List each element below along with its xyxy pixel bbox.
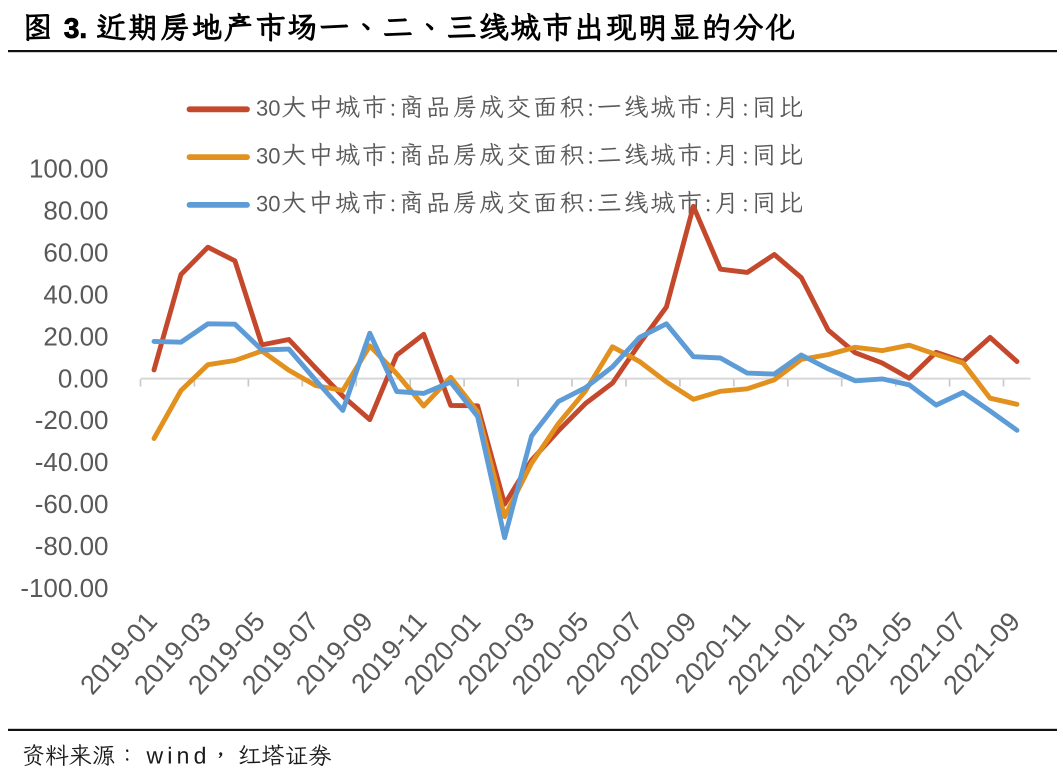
svg-text:20.00: 20.00: [43, 321, 108, 351]
svg-text:-40.00: -40.00: [35, 447, 109, 477]
svg-text:60.00: 60.00: [43, 237, 108, 267]
svg-text:40.00: 40.00: [43, 279, 108, 309]
svg-text:100.00: 100.00: [29, 154, 109, 184]
svg-text:-20.00: -20.00: [35, 405, 109, 435]
svg-text:-60.00: -60.00: [35, 489, 109, 519]
svg-text:0.00: 0.00: [58, 363, 109, 393]
svg-text:-100.00: -100.00: [20, 573, 108, 603]
svg-text:-80.00: -80.00: [35, 531, 109, 561]
svg-text:80.00: 80.00: [43, 196, 108, 226]
